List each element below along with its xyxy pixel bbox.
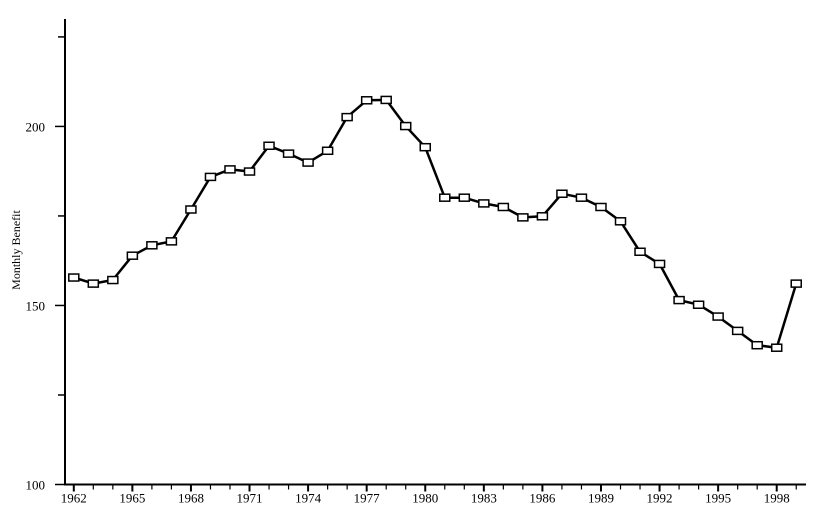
data-point-marker xyxy=(399,121,412,131)
x-tick-label: 1968 xyxy=(178,491,204,506)
data-point-marker xyxy=(321,146,334,156)
data-point-marker xyxy=(302,158,314,167)
data-point-marker xyxy=(790,279,802,288)
data-point-marker xyxy=(341,112,353,122)
y-tick-label: 100 xyxy=(26,478,46,493)
x-tick-label: 1992 xyxy=(647,491,673,506)
data-point-marker xyxy=(731,326,744,336)
x-tick-label: 1980 xyxy=(412,491,438,506)
x-tick-label: 1974 xyxy=(295,491,322,506)
data-point-marker xyxy=(185,205,197,214)
data-point-marker xyxy=(243,167,256,176)
x-tick-label: 1983 xyxy=(471,491,497,506)
x-tick-label: 1995 xyxy=(705,491,731,506)
data-point-marker xyxy=(634,247,646,256)
y-axis-label: Monthly Benefit xyxy=(9,210,23,290)
data-point-marker xyxy=(653,259,666,269)
data-point-marker xyxy=(673,295,685,305)
data-point-marker xyxy=(692,300,705,309)
data-point-marker xyxy=(751,340,763,350)
data-point-marker xyxy=(126,251,139,260)
data-line xyxy=(73,98,798,349)
x-tick-label: 1977 xyxy=(354,491,381,506)
data-point-marker xyxy=(614,217,627,226)
data-point-marker xyxy=(360,96,373,105)
data-point-marker xyxy=(87,279,100,288)
data-point-marker xyxy=(536,212,549,221)
data-point-marker xyxy=(380,95,392,105)
data-point-marker xyxy=(224,165,236,174)
data-point-marker xyxy=(146,241,158,250)
x-tick-label: 1965 xyxy=(119,491,145,506)
data-point-marker xyxy=(770,343,783,352)
x-tick-label: 1971 xyxy=(237,491,263,506)
data-point-marker xyxy=(458,193,471,202)
data-point-marker xyxy=(263,141,275,151)
axes xyxy=(64,19,806,486)
data-point-marker xyxy=(517,213,529,222)
data-point-marker xyxy=(478,199,490,208)
data-point-marker xyxy=(165,237,178,246)
data-point-marker xyxy=(419,142,431,152)
series-line xyxy=(68,95,802,352)
x-tick-label: 1998 xyxy=(764,491,790,506)
x-tick-label: 1989 xyxy=(588,491,614,506)
data-point-marker xyxy=(497,202,510,212)
data-point-marker xyxy=(575,193,588,202)
data-point-marker xyxy=(107,275,119,285)
data-point-marker xyxy=(439,193,451,202)
ticks: 100 150 200 1962 1965 1968 1971 1974 1977 1980 198… xyxy=(26,36,797,506)
data-point-marker xyxy=(556,189,568,198)
data-point-marker xyxy=(595,202,607,212)
x-tick-label: 1986 xyxy=(529,491,556,506)
x-tick-label: 1962 xyxy=(61,491,87,506)
data-point-marker xyxy=(712,312,724,321)
data-point-marker xyxy=(204,172,217,182)
y-tick-label: 200 xyxy=(26,119,46,134)
data-point-marker xyxy=(282,149,295,158)
y-tick-label: 150 xyxy=(26,298,46,313)
data-point-marker xyxy=(68,273,80,282)
